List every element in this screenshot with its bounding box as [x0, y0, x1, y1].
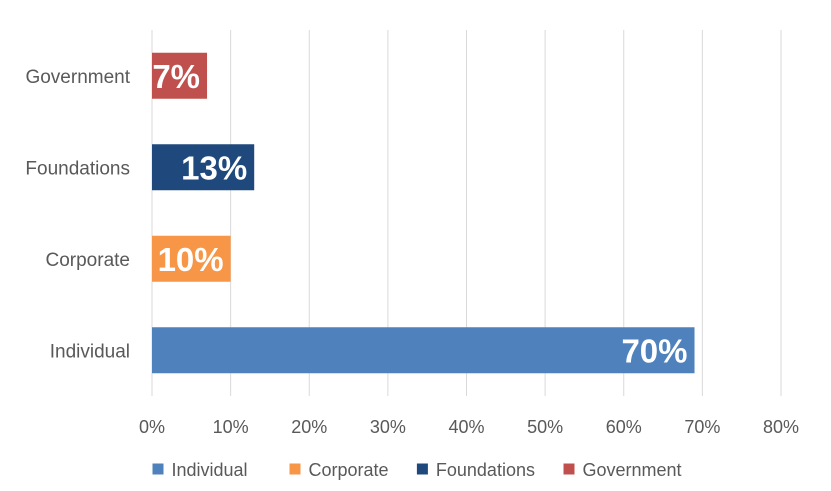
x-tick-label: 10%	[213, 417, 249, 437]
data-label-corporate: 10%	[158, 241, 224, 278]
category-label-individual: Individual	[50, 341, 130, 362]
legend-label-individual: Individual	[172, 460, 248, 480]
gridlines	[151, 30, 782, 396]
x-tick-label: 20%	[291, 417, 327, 437]
legend-label-corporate: Corporate	[309, 460, 389, 480]
bar-individual	[152, 327, 695, 374]
category-label-foundations: Foundations	[25, 158, 130, 179]
x-tick-label: 30%	[370, 417, 406, 437]
x-tick-label: 0%	[139, 417, 165, 437]
x-tick-label: 60%	[606, 417, 642, 437]
x-tick-label: 80%	[763, 417, 799, 437]
category-axis: Individual Corporate Foundations Government	[25, 67, 130, 363]
bar-corporate	[152, 235, 231, 282]
legend-label-government: Government	[583, 460, 682, 480]
data-label-government: 7%	[152, 58, 200, 95]
data-label-foundations: 13%	[181, 149, 247, 186]
legend-label-foundations: Foundations	[436, 460, 535, 480]
category-label-corporate: Corporate	[46, 250, 131, 271]
legend-swatch-foundations	[416, 463, 428, 475]
bars: 70% 10% 13% 7%	[152, 52, 695, 374]
legend-swatch-corporate	[289, 463, 301, 475]
legend: Individual Corporate Foundations Government	[152, 460, 682, 480]
legend-swatch-individual	[152, 463, 164, 475]
x-tick-label: 50%	[527, 417, 563, 437]
bar-government	[152, 52, 208, 99]
x-tick-label: 40%	[448, 417, 484, 437]
data-label-individual: 70%	[621, 332, 687, 369]
value-axis: 0% 10% 20% 30% 40% 50% 60% 70% 80%	[139, 417, 799, 437]
x-tick-label: 70%	[684, 417, 720, 437]
bar-foundations	[152, 144, 255, 191]
category-label-government: Government	[25, 67, 130, 88]
legend-swatch-government	[563, 463, 575, 475]
